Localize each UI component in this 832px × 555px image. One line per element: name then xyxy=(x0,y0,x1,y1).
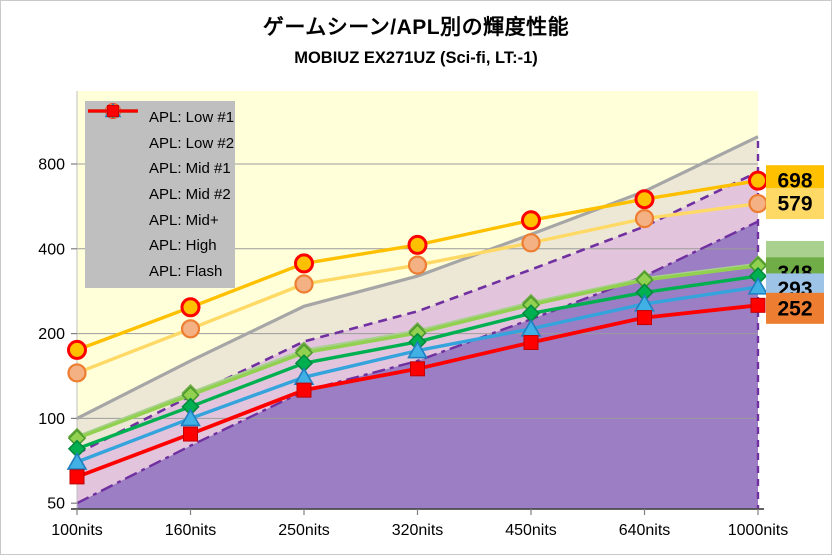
legend-marker-diamond-icon xyxy=(88,103,147,204)
y-axis-tick-label: 200 xyxy=(38,326,65,343)
marker-circle xyxy=(407,234,428,255)
marker-circle xyxy=(67,363,87,383)
chart-title: ゲームシーン/APL別の輝度性能 xyxy=(262,16,570,39)
legend-marker-square-icon xyxy=(88,105,147,281)
chart-subtitle: MOBIUZ EX271UZ (Sci-fi, LT:-1) xyxy=(294,49,538,67)
end-label-box xyxy=(766,188,824,220)
marker-circle xyxy=(521,210,541,231)
marker-circle xyxy=(180,319,201,339)
legend-item-apl-mid-2: APL: Mid #2 xyxy=(88,103,235,207)
end-label-value: 579 xyxy=(777,193,812,216)
y-axis: 800 400 200 100 50 xyxy=(38,91,78,513)
marker-circle xyxy=(294,274,314,294)
marker-circle xyxy=(634,189,655,210)
end-label-value: 698 xyxy=(777,170,812,193)
legend-marker-circle-icon xyxy=(88,103,147,153)
marker-circle xyxy=(521,233,541,253)
marker-circle xyxy=(294,253,314,274)
legend-marker-diamond-icon xyxy=(88,103,147,230)
marker-square xyxy=(106,105,119,117)
x-axis-tick-label: 640nits xyxy=(619,522,671,539)
legend: APL: Low #1 APL: Low #2 APL: Mid #1 APL: Mi… xyxy=(85,101,235,288)
series-apl-low-1 xyxy=(67,170,768,360)
marker-circle xyxy=(748,170,768,191)
marker-square xyxy=(69,469,85,485)
x-axis-tick-label: 100nits xyxy=(51,522,103,539)
x-axis-tick-label: 160nits xyxy=(165,522,217,539)
legend-item-apl-mid-1: APL: Mid #1 xyxy=(88,103,235,181)
y-axis-tick-label: 100 xyxy=(38,411,65,428)
legend-item-label: APL: Mid+ xyxy=(149,211,219,229)
marker-triangle xyxy=(747,276,769,295)
marker-square xyxy=(183,426,198,442)
marker-triangle xyxy=(407,340,428,359)
y-axis-tick-label: 800 xyxy=(38,157,65,174)
y-axis-tick-label: 400 xyxy=(38,241,65,258)
marker-square xyxy=(296,382,312,398)
legend-item-label: APL: Low #2 xyxy=(149,134,235,152)
legend-item-apl-low-2: APL: Low #2 xyxy=(88,103,235,156)
legend-item-label: APL: Low #1 xyxy=(149,109,235,127)
x-axis-tick-label: 1000nits xyxy=(728,522,789,539)
end-label-box xyxy=(766,292,824,324)
marker-circle xyxy=(634,208,655,229)
legend-marker-diamond-icon xyxy=(88,103,147,179)
marker-circle xyxy=(180,297,201,318)
y-axis-tick-label: 50 xyxy=(47,496,65,513)
legend-item-label: APL: Mid #2 xyxy=(149,185,231,203)
marker-square xyxy=(637,310,652,326)
marker-circle xyxy=(407,255,428,275)
marker-triangle xyxy=(66,451,88,470)
x-axis-tick-label: 450nits xyxy=(505,522,557,539)
series-apl-flash xyxy=(69,297,766,485)
series-apl-high xyxy=(66,276,769,470)
legend-marker-triangle-icon xyxy=(88,102,147,256)
legend-item-apl-mid-: APL: Mid+ xyxy=(88,103,235,233)
x-axis-tick-label: 250nits xyxy=(278,522,330,539)
legend-item-label: APL: High xyxy=(149,237,217,255)
legend-item-label: APL: Mid #1 xyxy=(149,160,231,178)
marker-triangle xyxy=(180,408,201,427)
marker-circle xyxy=(748,193,768,214)
marker-square xyxy=(410,361,425,377)
legend-item-apl-flash: APL: Flash xyxy=(88,105,235,284)
legend-item-apl-high: APL: High xyxy=(88,102,235,258)
x-axis-tick-label: 320nits xyxy=(392,522,444,539)
x-axis: 100nits 160nits 250nits 320nits 450nits 640ni… xyxy=(51,508,789,539)
marker-circle xyxy=(67,339,87,360)
series-apl-low-2 xyxy=(67,193,768,383)
marker-square xyxy=(523,334,539,350)
legend-item-label: APL: Flash xyxy=(149,262,223,280)
marker-square xyxy=(750,297,766,313)
end-label-value: 252 xyxy=(777,297,812,320)
